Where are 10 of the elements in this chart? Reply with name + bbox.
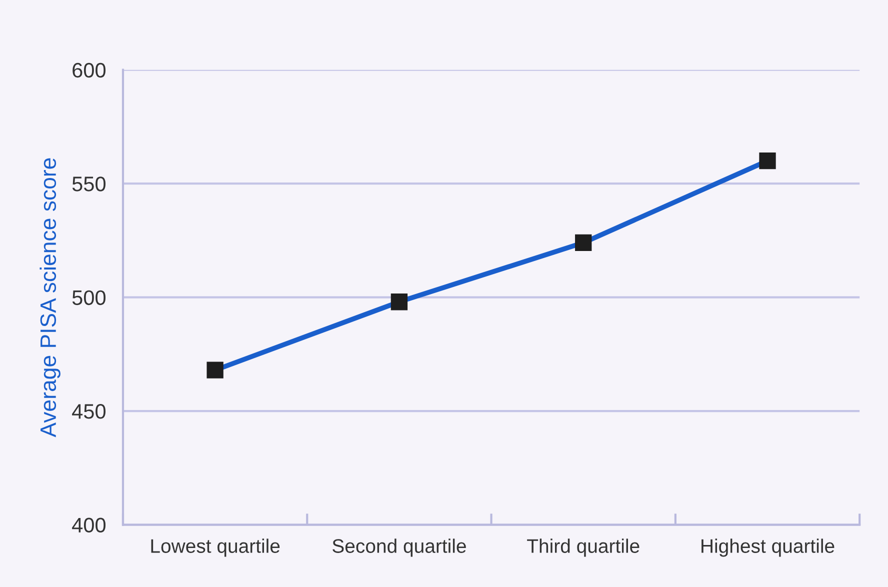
y-tick-label: 400: [72, 518, 106, 533]
y-tick-label: 550: [72, 176, 106, 192]
x-tick-label: Highest quartile: [702, 538, 834, 557]
x-tick-label: Second quartile: [332, 538, 466, 557]
x-tick-label: Third quartile: [527, 538, 640, 557]
y-tick-label: 450: [72, 404, 106, 419]
y-tick-label: 500: [72, 290, 106, 306]
x-tick-label: Lowest quartile: [151, 538, 280, 557]
y-tick-label: 600: [72, 62, 106, 78]
y-axis-title: Average PISA science score: [40, 158, 60, 438]
